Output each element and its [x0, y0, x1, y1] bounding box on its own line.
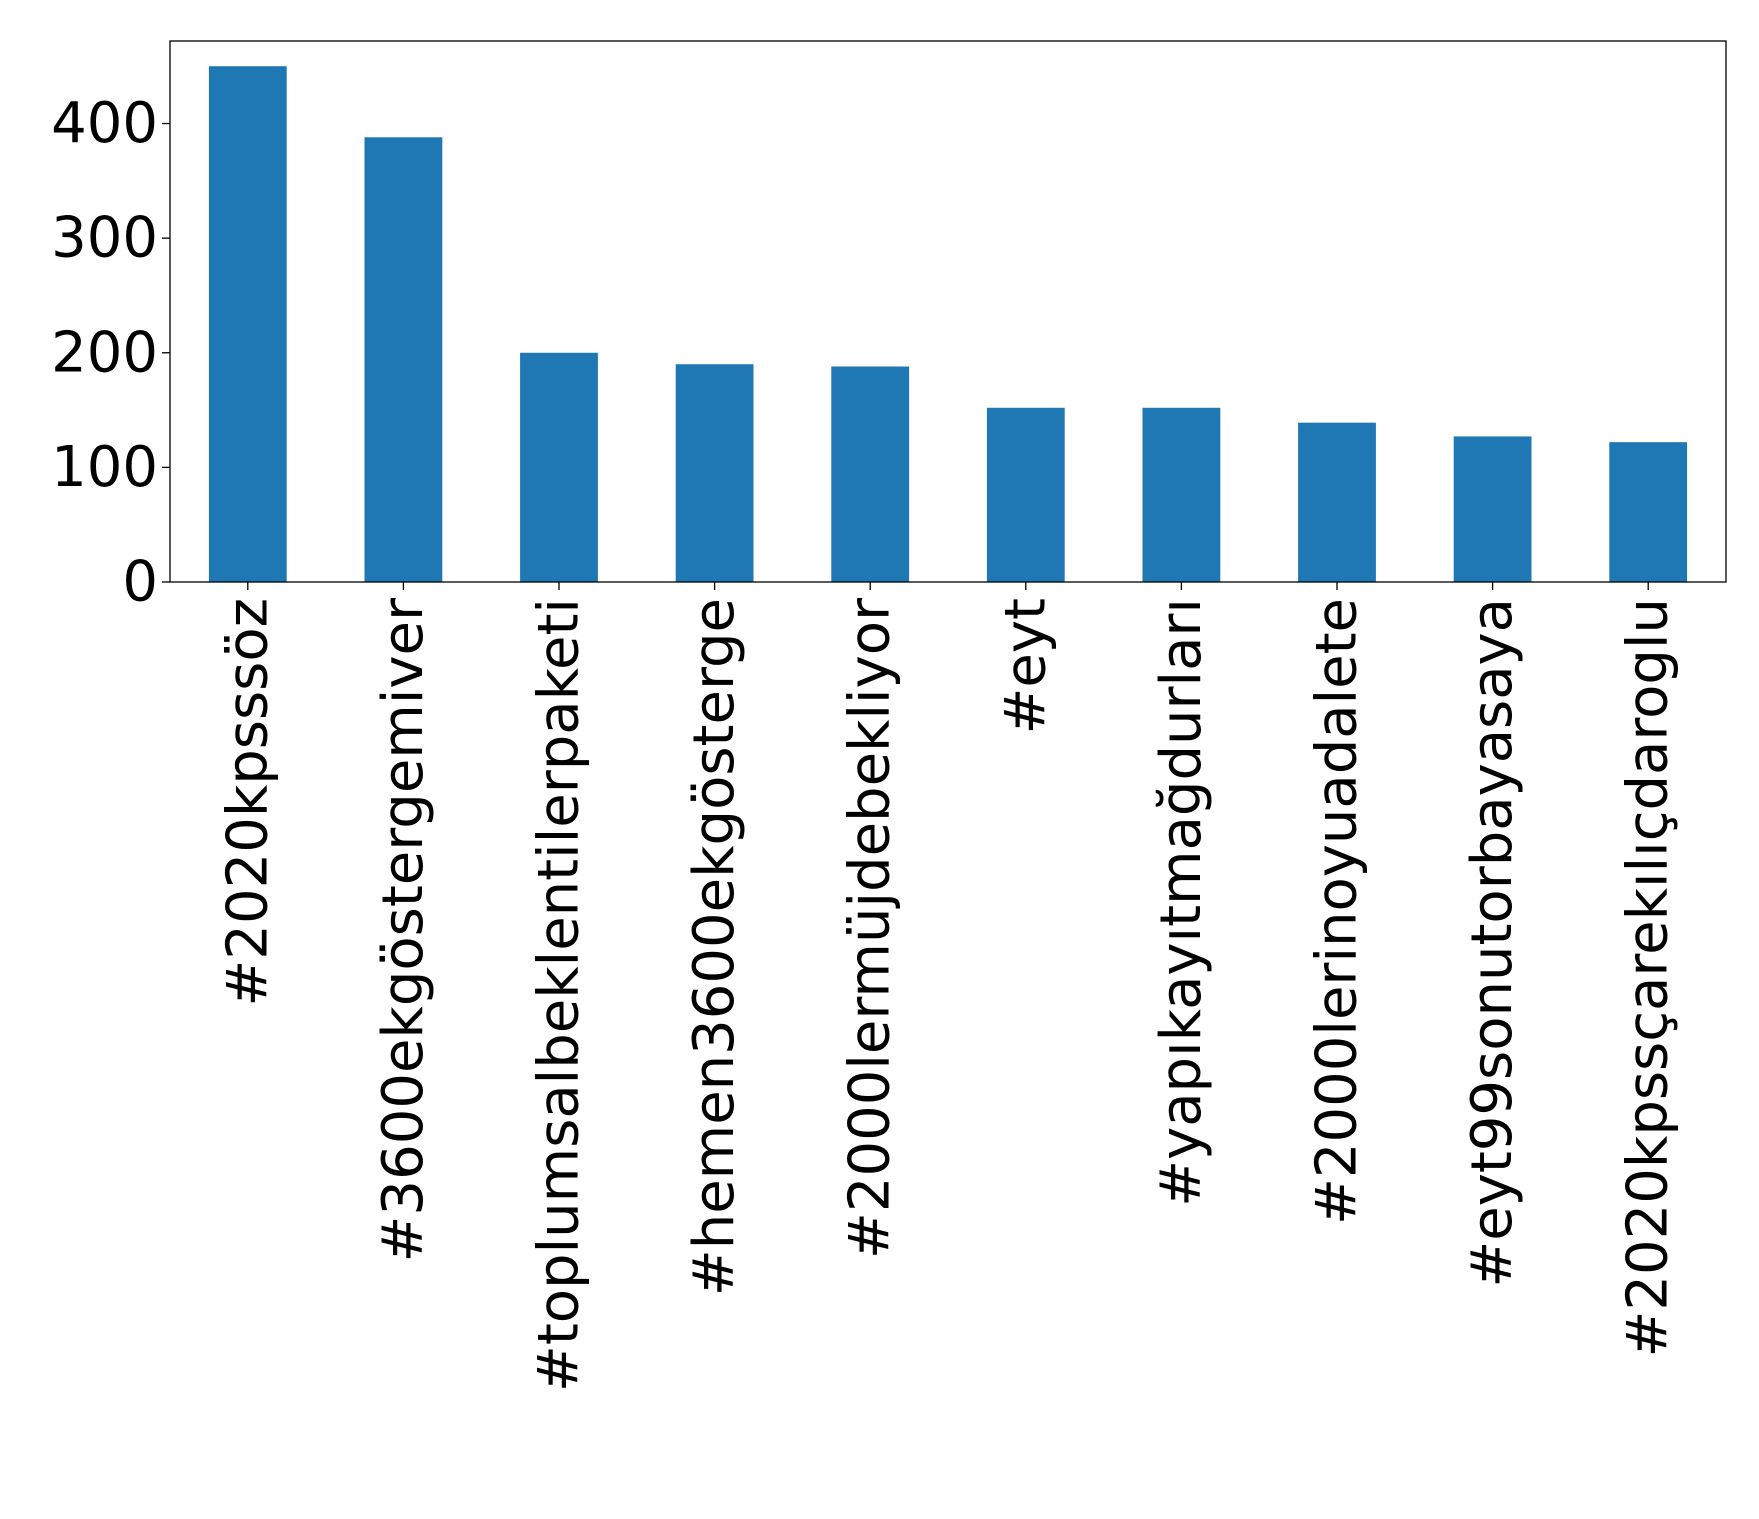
bar — [986, 407, 1065, 582]
bar — [364, 137, 443, 582]
x-tick-label: #eyt99sonutorbayasaya — [1460, 598, 1525, 1288]
x-tick-label: #2000lerinoyuadalete — [1305, 598, 1370, 1225]
bar — [208, 66, 287, 582]
bar — [1298, 422, 1376, 582]
y-tick-label: 200 — [51, 320, 158, 385]
y-tick-label: 300 — [51, 206, 158, 271]
x-tick-label: #2000lermüjdebekliyor — [838, 597, 903, 1259]
bar — [1453, 436, 1532, 582]
x-axis: #2020kpsssöz #3600ekgöstergemiver #toplums… — [215, 582, 1681, 1392]
bar — [520, 352, 598, 582]
x-tick-label: #2020kpsssöz — [215, 598, 280, 1007]
plot-frame — [169, 40, 1727, 583]
bars-layer — [208, 66, 1688, 582]
x-tick-label: #yapıkayıtmağdurları — [1149, 598, 1214, 1207]
y-tick-label: 100 — [51, 435, 158, 500]
x-tick-label: #hemen3600ekgösterge — [682, 598, 747, 1296]
bar — [675, 364, 754, 582]
y-tick-label: 0 — [122, 550, 158, 615]
x-tick-label: #toplumsalbeklentilerpaketi — [527, 598, 592, 1392]
bar — [1609, 442, 1688, 582]
bar — [831, 366, 910, 582]
x-tick-label: #3600ekgöstergemiver — [371, 597, 436, 1262]
x-tick-label: #2020kpssçarekılıçdaroglu — [1616, 598, 1681, 1358]
x-tick-label: #eyt — [993, 598, 1058, 734]
y-tick-label: 400 — [51, 91, 158, 156]
bar — [1142, 407, 1221, 582]
y-axis: 0 100 200 300 400 — [51, 91, 170, 615]
